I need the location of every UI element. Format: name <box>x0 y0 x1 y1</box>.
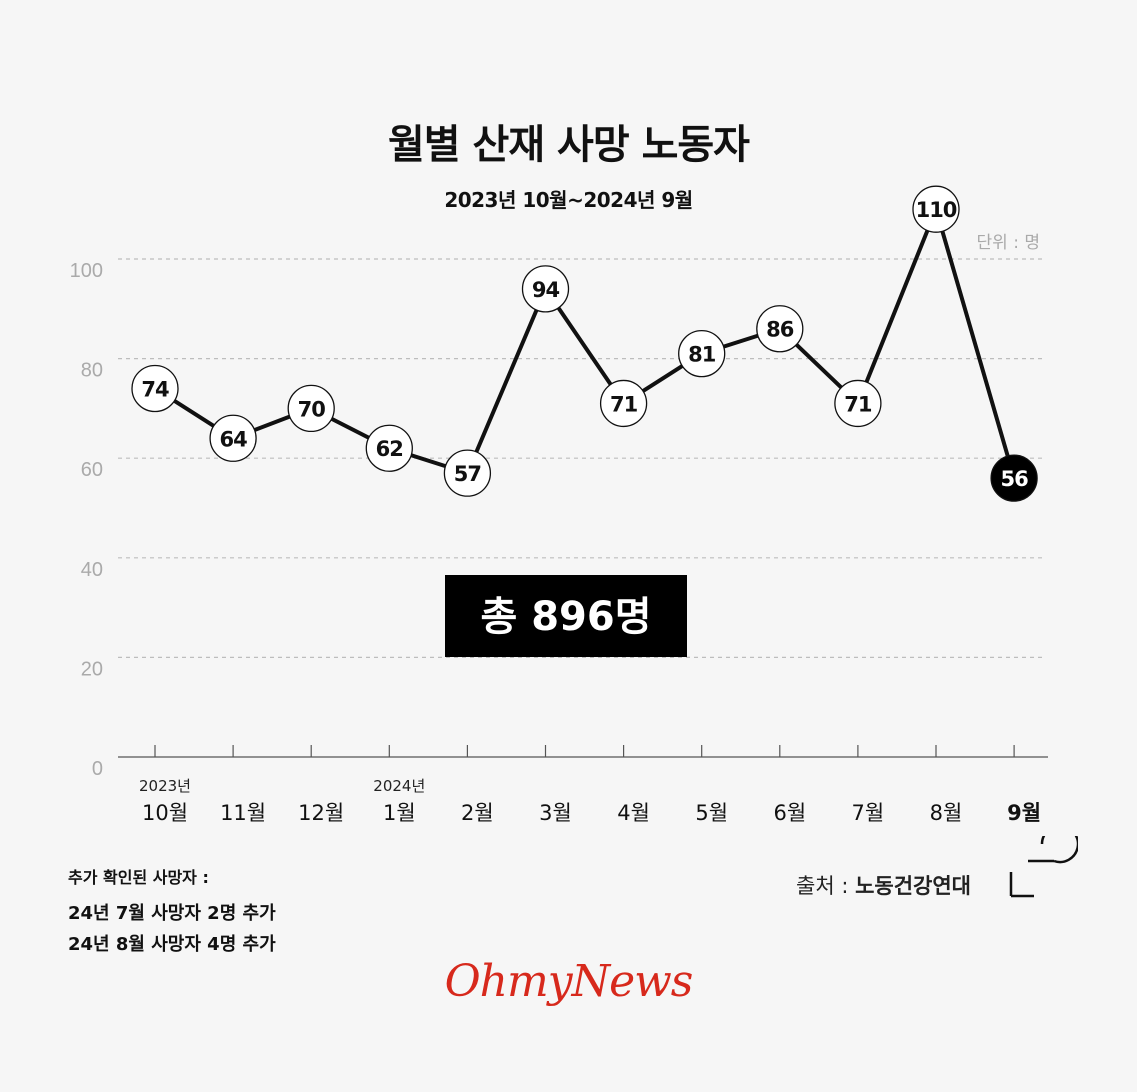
data-point <box>443 449 492 497</box>
data-point <box>912 185 960 233</box>
source-name: 노동건강연대 <box>855 874 971 898</box>
y-tick-label: 100 <box>70 260 103 282</box>
data-label: 86 <box>766 318 794 342</box>
x-tick-label: 10월 <box>142 801 188 825</box>
data-label: 71 <box>844 392 872 416</box>
source-logo-icon <box>1009 836 1078 898</box>
x-tick-label: 6월 <box>773 801 806 825</box>
source: 출처 : 노동건강연대 <box>796 870 971 900</box>
data-point <box>599 379 648 428</box>
data-point <box>678 329 726 378</box>
data-label: 70 <box>298 397 326 421</box>
data-label: 74 <box>141 377 169 401</box>
y-tick-label: 80 <box>81 360 103 382</box>
y-tick-label: 60 <box>81 459 103 481</box>
x-tick-label: 8월 <box>930 801 963 825</box>
x-tick-label: 1월 <box>383 801 416 825</box>
data-point <box>990 454 1038 502</box>
x-year-label: 2024년 <box>373 777 425 795</box>
data-label: 94 <box>532 278 560 302</box>
data-point <box>209 414 257 462</box>
chart-title: 월별 산재 사망 노동자 <box>388 122 750 168</box>
data-label: 57 <box>454 462 481 486</box>
total-label: 총 896명 <box>480 594 651 640</box>
data-point <box>131 364 179 413</box>
data-point <box>834 379 882 428</box>
footnote-line: 24년 8월 사망자 4명 추가 <box>68 934 276 955</box>
x-tick-label: 5월 <box>695 801 728 825</box>
unit-label: 단위 : 명 <box>977 233 1040 253</box>
data-point <box>521 265 570 313</box>
footnote: 추가 확인된 사망자 : 24년 7월 사망자 2명 추가 24년 8월 사망자… <box>68 864 276 960</box>
data-label: 71 <box>610 392 638 416</box>
data-label: 81 <box>688 343 716 367</box>
data-point <box>287 384 335 433</box>
source-label: 출처 : <box>796 874 856 898</box>
data-point <box>756 305 804 353</box>
footnote-line: 24년 7월 사망자 2명 추가 <box>68 903 276 924</box>
footnote-title: 추가 확인된 사망자 : <box>68 868 209 887</box>
y-tick-label: 20 <box>81 658 103 680</box>
x-tick-label: 7월 <box>852 801 885 825</box>
line-chart: 0 20 40 60 80 100 단위 : 명 10월 11월 12월 1월 2월 3월 4월 5월 6월 7… <box>70 185 1048 825</box>
x-tick-label: 3월 <box>539 801 572 825</box>
data-label: 56 <box>1000 467 1028 491</box>
x-year-label: 2023년 <box>139 777 191 795</box>
y-tick-label: 40 <box>81 559 103 581</box>
data-label: 64 <box>219 427 247 451</box>
data-label: 62 <box>376 437 403 461</box>
x-tick-label: 2월 <box>461 801 494 825</box>
data-point <box>365 424 413 472</box>
chart-subtitle: 2023년 10월~2024년 9월 <box>444 188 693 212</box>
x-tick-label: 12월 <box>298 801 344 825</box>
x-tick-label: 11월 <box>220 801 266 825</box>
data-label: 110 <box>916 198 957 222</box>
x-tick-label: 4월 <box>617 801 650 825</box>
series-line <box>153 207 1017 479</box>
brand-logo: OhmyNews <box>444 956 694 1007</box>
total-badge <box>445 575 687 657</box>
x-tick-label: 9월 <box>1007 801 1041 825</box>
y-tick-label: 0 <box>92 758 103 780</box>
